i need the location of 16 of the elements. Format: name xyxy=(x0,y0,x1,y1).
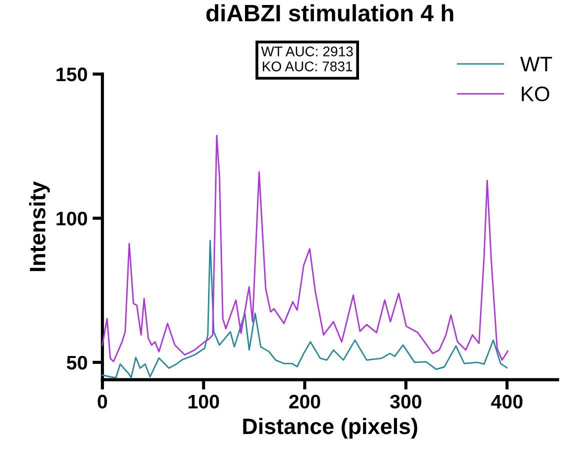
x-tick-label: 400 xyxy=(491,394,522,409)
x-tick-label: 0 xyxy=(98,394,108,409)
legend-label: KO xyxy=(522,86,550,102)
y-tick-label: 50 xyxy=(66,356,88,370)
legend-label: WT xyxy=(520,56,552,72)
text: WT AUC: 2913 KO AUC: 7831 xyxy=(261,46,353,72)
y-tick-label: 150 xyxy=(56,68,88,82)
y-tick-label: 100 xyxy=(56,212,88,226)
x-axis-title: Distance (pixels) xyxy=(243,418,418,439)
line-series xyxy=(102,134,508,362)
x-tick-label: 200 xyxy=(289,394,320,409)
chart-title: diABZI stimulation 4 h xyxy=(206,4,454,22)
x-tick-label: 300 xyxy=(390,394,422,409)
y-axis-title: Intensity xyxy=(29,181,50,272)
line-series xyxy=(102,240,508,378)
x-tick-label: 100 xyxy=(188,394,219,409)
